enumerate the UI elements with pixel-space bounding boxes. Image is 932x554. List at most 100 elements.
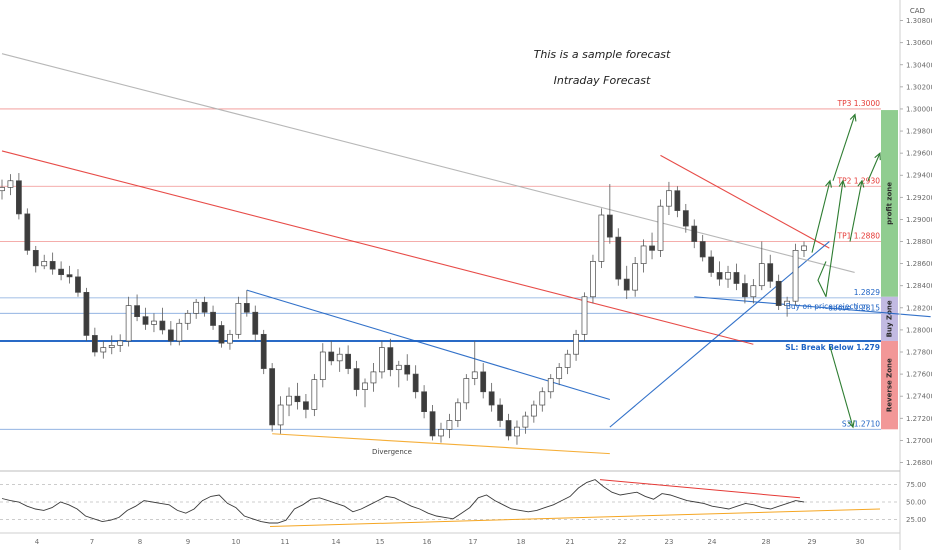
- trendline: [694, 296, 931, 318]
- candle-body: [792, 250, 799, 302]
- oscillator-layer: [0, 479, 900, 527]
- candle-body: [623, 278, 630, 291]
- candle-body: [167, 329, 174, 342]
- forecast-path: [817, 261, 827, 298]
- x-tick-label: 16: [423, 538, 432, 546]
- oscillator-tick-label: 25.00: [906, 516, 926, 524]
- x-tick-label: 28: [762, 538, 771, 546]
- divergence-label: Divergence: [372, 448, 412, 456]
- candle-body: [716, 272, 723, 280]
- x-tick-label: 24: [708, 538, 717, 546]
- candle-body: [497, 404, 503, 421]
- candle-body: [0, 187, 5, 192]
- forecast-arrow-zone-head: [874, 151, 881, 161]
- x-tick-label: 14: [332, 538, 341, 546]
- chart-title: This is a sample forecast: [534, 48, 671, 61]
- candle-body: [454, 402, 461, 421]
- zone-label-reverse: Reverse Zone: [886, 358, 894, 412]
- candle-body: [657, 205, 664, 251]
- candle-body: [24, 213, 31, 251]
- forecast-arrow-tp2-head: [838, 179, 846, 188]
- candle-body: [750, 285, 757, 298]
- y-tick-label: 1.27000: [906, 437, 932, 445]
- zone-reverse: [881, 340, 898, 430]
- buy-on-rejection-label: Buy on price rejection: [786, 302, 868, 311]
- y-tick-label: 1.29200: [906, 194, 932, 202]
- candle-body: [522, 415, 529, 428]
- forecast-arrow-tp2b: [849, 180, 863, 242]
- candle-body: [134, 305, 140, 317]
- candle-body: [564, 353, 571, 368]
- y-tick-label: 1.28200: [906, 304, 932, 312]
- candle-body: [303, 401, 309, 410]
- x-tick-label: 7: [90, 538, 94, 546]
- candle-body: [16, 180, 22, 215]
- level-label-tp3: TP3 1.3000: [836, 99, 880, 108]
- candle-body: [176, 322, 183, 342]
- candle-body: [598, 214, 605, 262]
- candle-body: [438, 428, 444, 437]
- forecast-arrow-tp2: [825, 180, 844, 297]
- zone-buy: [881, 296, 898, 341]
- candles-layer: [0, 173, 807, 445]
- candle-body: [674, 190, 681, 211]
- y-tick-label: 1.26800: [906, 459, 932, 467]
- forecast-arrow-tp3-head: [849, 113, 857, 122]
- trendline: [660, 154, 830, 249]
- candle-body: [446, 420, 453, 430]
- candle-body: [733, 272, 740, 284]
- y-tick-label: 1.30400: [906, 61, 932, 69]
- x-tick-label: 17: [469, 538, 478, 546]
- candle-body: [243, 303, 250, 313]
- zone-label-profit: profit zone: [886, 182, 894, 225]
- chart-subtitle: Intraday Forecast: [554, 74, 651, 87]
- candle-body: [66, 274, 73, 278]
- candle-body: [590, 261, 596, 298]
- candle-body: [463, 378, 470, 404]
- candle-body: [184, 312, 191, 324]
- x-tick-label: 15: [376, 538, 385, 546]
- candle-body: [362, 382, 368, 390]
- candle-body: [252, 311, 259, 335]
- y-tick-label: 1.29800: [906, 128, 932, 136]
- candle-body: [277, 404, 284, 426]
- y-tick-label: 1.29000: [906, 216, 932, 224]
- candle-body: [41, 261, 48, 267]
- candle-body: [159, 320, 166, 331]
- candle-body: [294, 395, 301, 403]
- x-tick-label: 30: [856, 538, 865, 546]
- candle-body: [235, 303, 242, 335]
- candle-body: [514, 426, 520, 437]
- candle-body: [345, 353, 352, 369]
- level-label-tp2: TP2 1.2930: [836, 176, 880, 185]
- candle-body: [530, 404, 537, 417]
- candle-body: [556, 367, 563, 379]
- y-tick-label: 1.28800: [906, 238, 932, 246]
- candle-body: [801, 245, 807, 251]
- x-tick-label: 21: [566, 538, 575, 546]
- candle-body: [421, 391, 427, 413]
- zone-profit: [881, 110, 898, 297]
- y-tick-label: 1.30600: [906, 39, 932, 47]
- level-label-s3: S3 1.2710: [842, 419, 880, 428]
- y-tick-label: 1.28600: [906, 260, 932, 268]
- candle-body: [573, 333, 579, 355]
- trendline: [1, 53, 855, 273]
- candle-body: [379, 347, 385, 373]
- candle-body: [108, 345, 115, 348]
- candle-body: [387, 347, 394, 371]
- candle-body: [353, 368, 360, 390]
- candle-body: [784, 300, 790, 306]
- candle-body: [725, 272, 731, 280]
- x-tick-label: 9: [186, 538, 190, 546]
- x-tick-label: 8: [138, 538, 142, 546]
- candle-body: [412, 373, 419, 393]
- candle-body: [775, 280, 782, 306]
- level-label-buy2: above 1.2815: [828, 303, 880, 312]
- candle-body: [286, 395, 292, 406]
- x-tick-label: 11: [281, 538, 290, 546]
- y-tick-label: 1.28400: [906, 282, 932, 290]
